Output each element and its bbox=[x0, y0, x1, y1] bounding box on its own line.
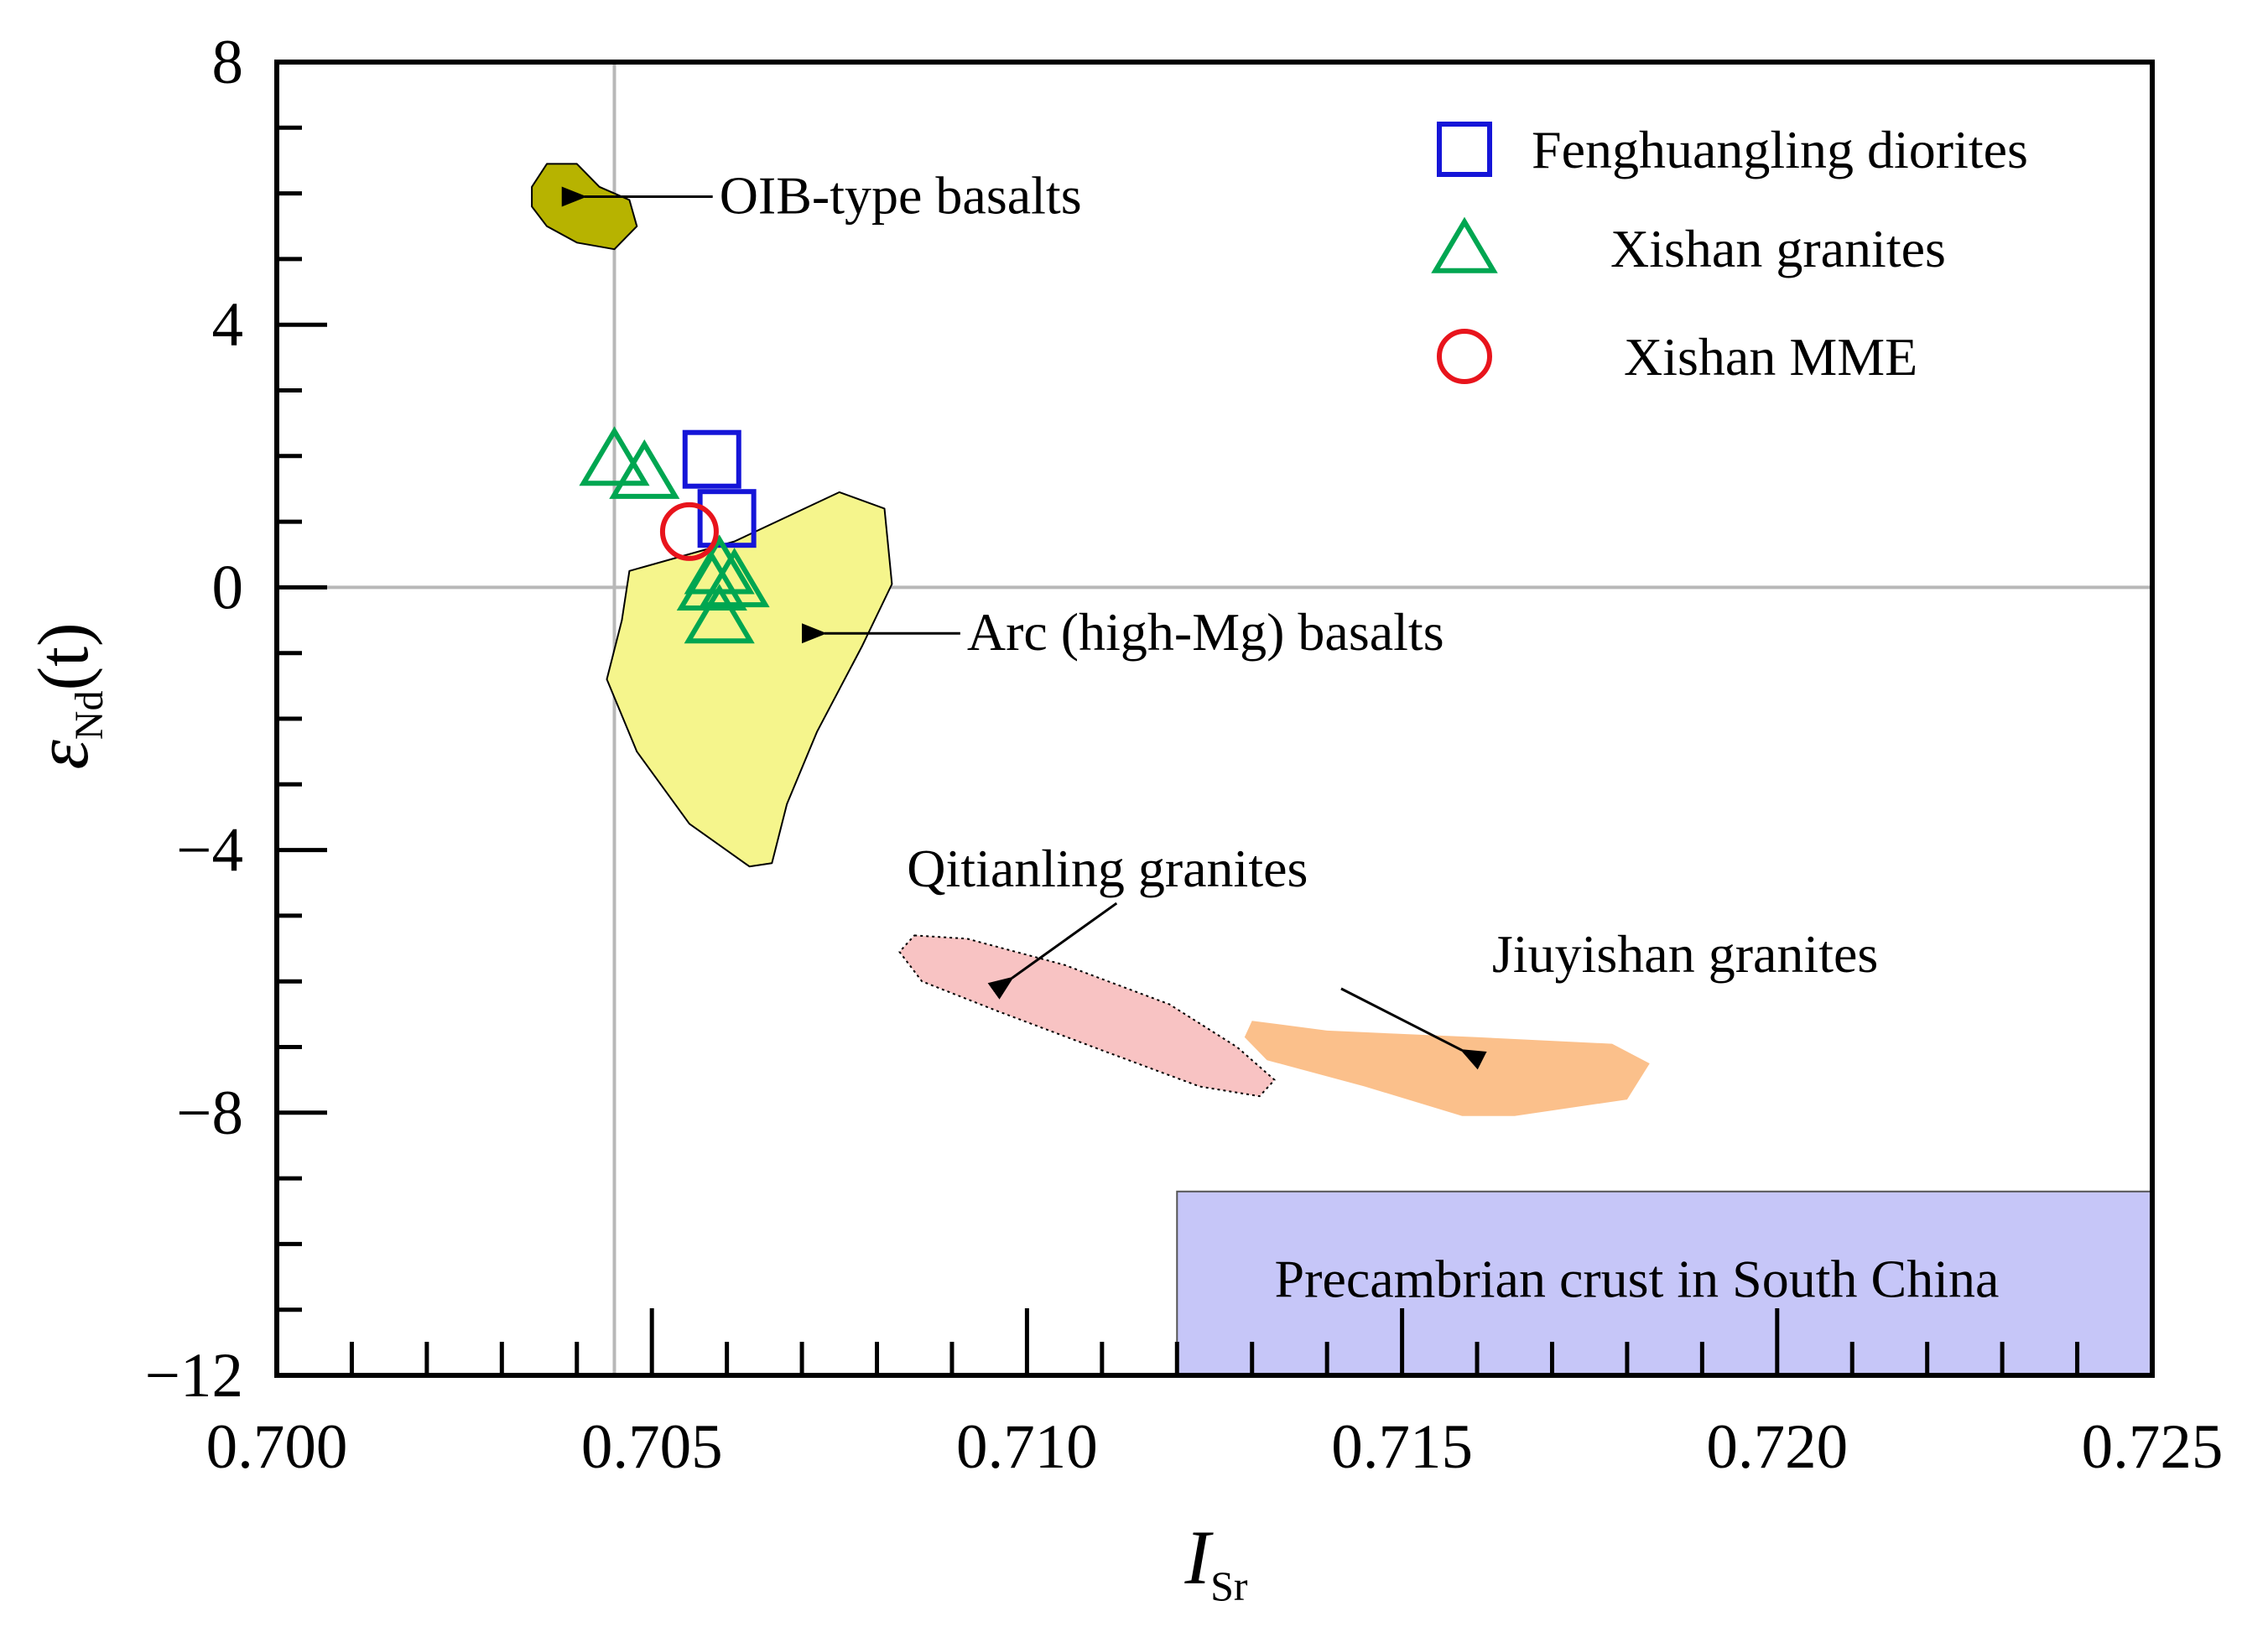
annotation-arc-high-mg-basalts: Arc (high-Mg) basalts bbox=[967, 602, 1444, 662]
point-fenghuangling-diorites bbox=[697, 489, 757, 548]
legend-label-fenghuangling-diorites: Fenghuangling diorites bbox=[1532, 120, 2028, 179]
point-xishan-granites bbox=[579, 426, 650, 486]
y-axis-title-suffix: (t) bbox=[23, 622, 103, 690]
data-series-layer bbox=[579, 426, 770, 644]
annotations-layer: OIB-type basalts Arc (high-Mg) basalts Qit… bbox=[561, 166, 2000, 1308]
y-axis-title-main: ε bbox=[21, 740, 104, 770]
arrow-qitianling-granites bbox=[987, 902, 1118, 1000]
legend: Fenghuangling diorites Xishan granites Xis… bbox=[1431, 120, 2028, 387]
x-tick-label: 0.715 bbox=[1331, 1412, 1473, 1482]
x-tick-label: 0.725 bbox=[2082, 1412, 2224, 1482]
legend-marker-fenghuangling-diorites bbox=[1437, 122, 1492, 177]
y-tick-label: −8 bbox=[176, 1078, 243, 1148]
y-tick-label: 0 bbox=[212, 553, 244, 622]
point-fenghuangling-diorites bbox=[682, 429, 741, 489]
arrow-jiuyishan-granites bbox=[1340, 987, 1487, 1070]
point-xishan-granites bbox=[609, 439, 680, 499]
x-axis-title: ISr bbox=[1183, 1515, 1247, 1609]
region-precambrian-crust-in-south-china bbox=[1176, 1190, 2153, 1377]
precambrian-regions bbox=[1176, 1190, 2153, 1377]
x-tick-label: 0.710 bbox=[956, 1412, 1098, 1482]
field-arc-high-mg-basalts bbox=[606, 491, 893, 868]
annotation-qitianling-granites: Qitianling granites bbox=[907, 839, 1308, 898]
reference-lines bbox=[277, 62, 2152, 1375]
x-tick-label: 0.705 bbox=[581, 1412, 723, 1482]
y-tick-label: 4 bbox=[212, 290, 244, 360]
x-axis-title-sub: Sr bbox=[1210, 1562, 1248, 1609]
x-tick-label: 0.700 bbox=[206, 1412, 348, 1482]
y-axis-title: εNd(t) bbox=[21, 622, 112, 769]
point-xishan-granites bbox=[676, 551, 747, 611]
annotation-precambrian-crust-in-south-china: Precambrian crust in South China bbox=[1275, 1249, 2000, 1308]
point-xishan-granites bbox=[699, 548, 770, 608]
y-tick-label: 8 bbox=[212, 28, 244, 97]
annotation-oib-type-basalts: OIB-type basalts bbox=[720, 166, 1082, 226]
legend-marker-xishan-granites bbox=[1431, 216, 1498, 273]
y-tick-label: −4 bbox=[176, 816, 243, 886]
y-tick-label: −12 bbox=[145, 1341, 243, 1411]
x-tick-label: 0.720 bbox=[1706, 1412, 1848, 1482]
field-qitianling-granites bbox=[898, 934, 1276, 1098]
annotation-jiuyishan-granites: Jiuyishan granites bbox=[1492, 924, 1878, 984]
point-xishan-mme bbox=[659, 501, 719, 561]
legend-marker-xishan-mme bbox=[1437, 329, 1492, 384]
fields-layer bbox=[531, 163, 1650, 1116]
legend-label-xishan-granites: Xishan granites bbox=[1610, 219, 1946, 278]
point-xishan-granites bbox=[684, 584, 755, 644]
legend-label-xishan-mme: Xishan MME bbox=[1624, 327, 1917, 387]
axis-ticks: 0.700 0.705 0.710 0.715 0.720 0.725 8 4 0 −4 −8 −12 bbox=[145, 28, 2224, 1482]
y-axis-title-sub: Nd bbox=[67, 691, 112, 741]
field-jiuyishan-granites bbox=[1244, 1021, 1650, 1116]
x-axis-title-main: I bbox=[1183, 1515, 1214, 1600]
